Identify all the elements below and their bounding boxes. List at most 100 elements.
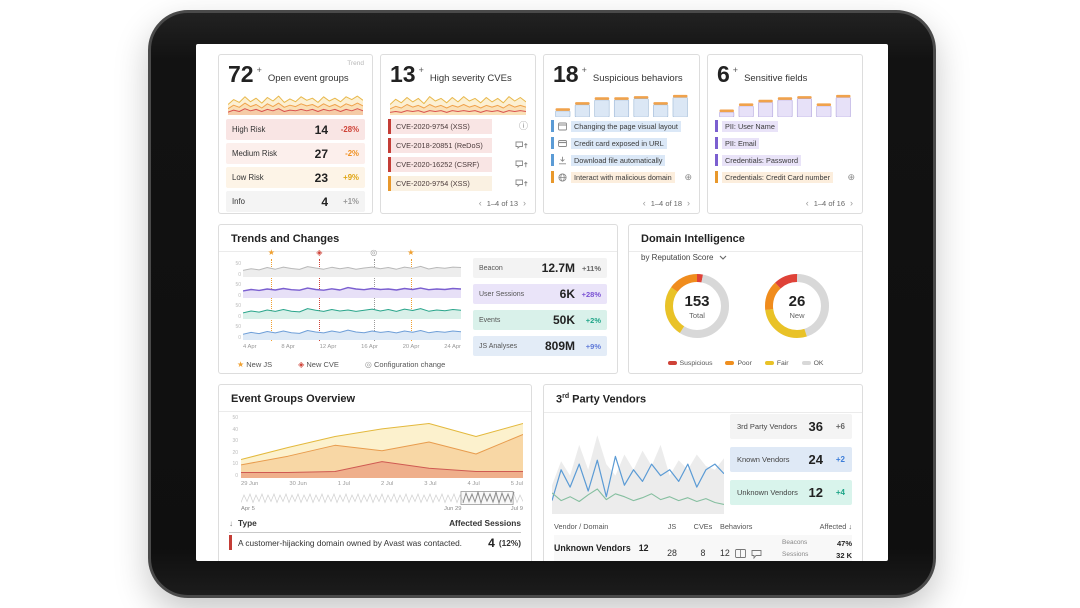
behavior-row[interactable]: Interact with malicious domain ⊕ bbox=[551, 171, 692, 183]
legend-new-js: ★ New JS bbox=[237, 360, 273, 369]
affected-sessions-header[interactable]: Affected Sessions bbox=[449, 518, 521, 528]
cve-row[interactable]: CVE-2020-9754 (XSS) ⓘ bbox=[388, 119, 528, 134]
window-icon bbox=[734, 545, 746, 561]
cves-value: 13 bbox=[390, 61, 416, 87]
star-marker-icon[interactable]: ★ bbox=[407, 248, 415, 257]
prev-page-icon[interactable]: ‹ bbox=[478, 198, 482, 208]
report-icon[interactable] bbox=[515, 160, 528, 169]
chevron-down-icon bbox=[719, 253, 727, 262]
info-icon[interactable]: ⓘ bbox=[518, 121, 528, 131]
page-indicator: 1–4 of 18 bbox=[650, 198, 682, 208]
cves-label: High severity CVEs bbox=[429, 73, 512, 84]
vendors-table-header: Vendor / Domain JS CVEs Behaviors Affect… bbox=[554, 522, 852, 536]
metric-beacon[interactable]: Beacon 12.7M +11% bbox=[473, 258, 607, 278]
sensitive-label: Sensitive fields bbox=[744, 73, 808, 84]
open-events-label: Open event groups bbox=[267, 73, 349, 84]
sort-descending-icon[interactable]: ↓ bbox=[229, 518, 233, 528]
expand-icon[interactable]: ⊕ bbox=[684, 171, 692, 182]
legend-fair: Fair bbox=[764, 360, 789, 367]
brush-labels: Apr 5 Jun 29 Jul 9 bbox=[241, 506, 523, 512]
trends-legend: ★ New JS ◈ New CVE ◎ Configuration chang… bbox=[237, 360, 445, 369]
stat-known-vendors[interactable]: Known Vendors 24 +2 bbox=[730, 447, 852, 472]
diamond-icon: ◈ bbox=[298, 360, 305, 369]
behaviors-value: 18 bbox=[553, 61, 579, 87]
trends-title: Trends and Changes bbox=[219, 225, 617, 252]
report-icon[interactable] bbox=[515, 141, 528, 150]
behavior-row[interactable]: Credit card exposed in URL bbox=[551, 137, 692, 149]
sensitive-list: PII: User Name PII: Email Credentials: P… bbox=[708, 120, 862, 183]
events-y-axis: 50 40 30 20 10 0 bbox=[232, 415, 238, 479]
card-event-groups-overview: Event Groups Overview 50 40 30 20 10 0 2… bbox=[218, 384, 532, 561]
legend-new-cve: ◈ New CVE bbox=[298, 360, 339, 369]
stat-unknown-vendors[interactable]: Unknown Vendors 12 +4 bbox=[730, 480, 852, 505]
circle-icon: ◎ bbox=[364, 360, 372, 369]
time-range-brush[interactable] bbox=[241, 491, 523, 505]
circle-marker-icon[interactable]: ◎ bbox=[370, 248, 378, 257]
credit-card-icon bbox=[558, 139, 567, 148]
js-header[interactable]: JS bbox=[667, 522, 677, 531]
swatch-fair bbox=[764, 361, 774, 365]
star-marker-icon[interactable]: ★ bbox=[267, 248, 275, 257]
events-title: Event Groups Overview bbox=[219, 385, 531, 412]
risk-row-high[interactable]: High Risk 14 -28% bbox=[226, 119, 365, 140]
metric-js-analyses[interactable]: JS Analyses 809M +9% bbox=[473, 336, 607, 356]
sensitive-row[interactable]: Credentials: Credit Card number ⊕ bbox=[715, 171, 855, 183]
card-high-severity-cves: 13 + High severity CVEs CVE-2020-9754 (X… bbox=[380, 54, 536, 214]
page-indicator: 1–4 of 16 bbox=[813, 198, 845, 208]
next-page-icon[interactable]: › bbox=[850, 198, 853, 208]
prev-page-icon[interactable]: ‹ bbox=[642, 198, 646, 208]
trends-x-axis: 4 Apr 8 Apr 12 Apr 16 Apr 20 Apr 24 Apr bbox=[243, 344, 461, 350]
sensitive-row[interactable]: Credentials: Password bbox=[715, 154, 855, 166]
events-table-header: ↓ Type Affected Sessions bbox=[229, 518, 521, 533]
metric-events[interactable]: Events 50K +2% bbox=[473, 310, 607, 330]
behavior-row[interactable]: Changing the page visual layout bbox=[551, 120, 692, 132]
swatch-suspicious bbox=[667, 361, 677, 365]
legend-poor: Poor bbox=[725, 360, 752, 367]
card-suspicious-behaviors: 18 + Suspicious behaviors Changing the p… bbox=[543, 54, 700, 214]
vendor-domain-header[interactable]: Vendor / Domain bbox=[554, 522, 609, 531]
cve-row[interactable]: CVE-2018-20851 (ReDoS) bbox=[388, 138, 528, 153]
sensitive-row[interactable]: PII: User Name bbox=[715, 120, 855, 132]
sensitive-row[interactable]: PII: Email bbox=[715, 137, 855, 149]
cves-header[interactable]: CVEs bbox=[693, 522, 713, 531]
risk-row-low[interactable]: Low Risk 23 +9% bbox=[226, 167, 365, 188]
trend-event-markers: ★ ◈ ◎ ★ bbox=[243, 249, 461, 259]
behaviors-label: Suspicious behaviors bbox=[592, 73, 683, 84]
next-page-icon[interactable]: › bbox=[687, 198, 690, 208]
affected-cell: Beacons 47% Sessions 32 K bbox=[782, 539, 852, 560]
donut-total: 153 Total bbox=[655, 269, 739, 348]
event-group-row[interactable]: A customer-hijacking domain owned by Ava… bbox=[229, 535, 521, 550]
risk-row-medium[interactable]: Medium Risk 27 -2% bbox=[226, 143, 365, 164]
dashboard-screen: 72 + Open event groups Trend High Risk 1… bbox=[196, 44, 888, 561]
behavior-row[interactable]: Download file automatically bbox=[551, 154, 692, 166]
metric-user-sessions[interactable]: User Sessions 6K +28% bbox=[473, 284, 607, 304]
reputation-score-dropdown[interactable]: by Reputation Score bbox=[641, 253, 727, 262]
cves-sparkline bbox=[390, 96, 526, 115]
diamond-marker-icon[interactable]: ◈ bbox=[316, 248, 323, 257]
type-column-header[interactable]: Type bbox=[238, 518, 257, 528]
tablet-frame: 72 + Open event groups Trend High Risk 1… bbox=[148, 10, 936, 598]
domain-title: Domain Intelligence bbox=[629, 225, 862, 252]
risk-rows: High Risk 14 -28% Medium Risk 27 -2% Low… bbox=[226, 119, 365, 212]
vendors-title: 3rd Party Vendors bbox=[544, 385, 862, 413]
prev-page-icon[interactable]: ‹ bbox=[805, 198, 809, 208]
expand-icon[interactable]: ⊕ bbox=[847, 171, 855, 182]
card-domain-intelligence: Domain Intelligence by Reputation Score … bbox=[628, 224, 863, 374]
card-trends-and-changes: Trends and Changes ★ ◈ ◎ ★ 50 0 50 0 50 0 50 0 4 A… bbox=[218, 224, 618, 374]
cve-row[interactable]: CVE-2020-9754 (XSS) bbox=[388, 176, 528, 191]
cve-row[interactable]: CVE-2020-16252 (CSRF) bbox=[388, 157, 528, 172]
affected-header[interactable]: Affected ↓ bbox=[819, 522, 852, 531]
behaviors-pagination: ‹ 1–4 of 18 › bbox=[643, 198, 690, 208]
next-page-icon[interactable]: › bbox=[523, 198, 526, 208]
sensitive-value: 6 bbox=[717, 61, 730, 87]
stat-3rd-party-vendors[interactable]: 3rd Party Vendors 36 +6 bbox=[730, 414, 852, 439]
behaviors-header[interactable]: Behaviors bbox=[720, 522, 753, 531]
vendors-line-chart bbox=[552, 435, 724, 514]
risk-row-info[interactable]: Info 4 +1% bbox=[226, 191, 365, 212]
trend-band-0: 50 0 bbox=[229, 261, 461, 278]
star-icon: ★ bbox=[237, 360, 245, 369]
vendor-row[interactable]: Unknown Vendors 12 28 8 12 Beacons 47% Ses… bbox=[554, 535, 852, 561]
behaviors-bar-chart bbox=[555, 94, 688, 117]
report-icon[interactable] bbox=[515, 179, 528, 188]
